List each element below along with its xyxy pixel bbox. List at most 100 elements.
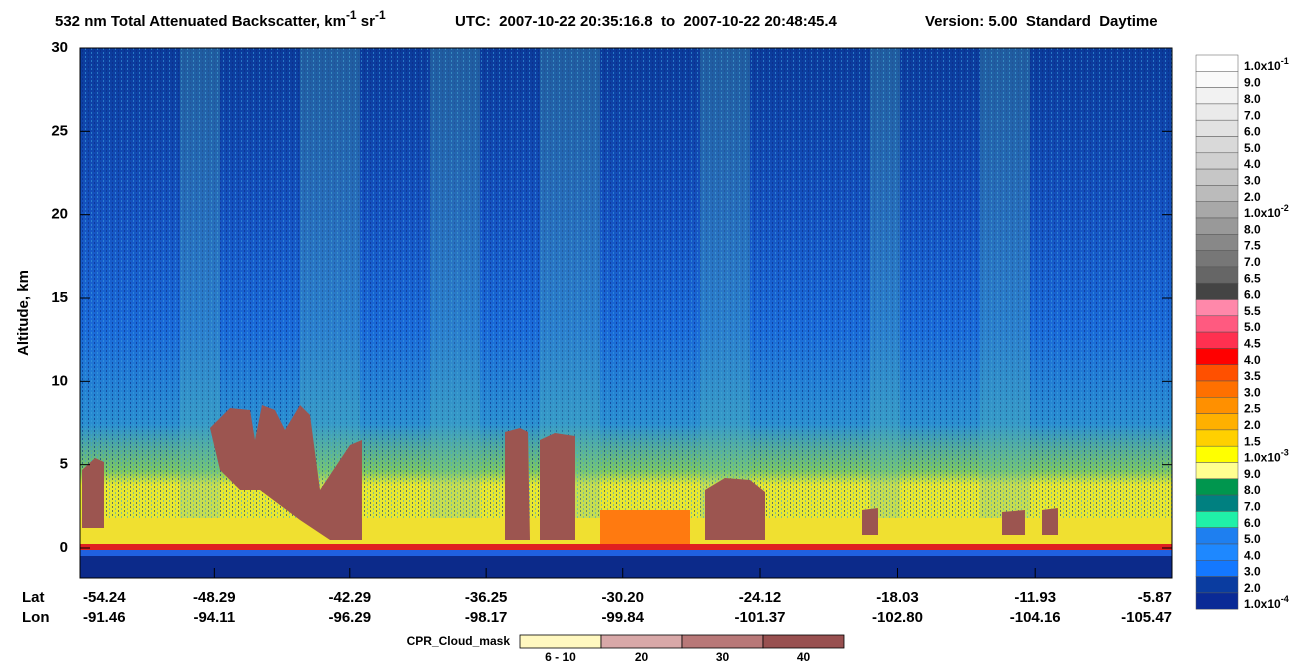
colorbar-label: 9.0 [1244,76,1261,90]
colorbar-cell [1195,592,1239,610]
colorbar-cell [1195,560,1239,577]
lat-tick-label: -48.29 [193,589,236,606]
colorbar-label: 4.0 [1244,157,1261,171]
lon-tick-label: -98.17 [465,609,508,626]
lat-tick-label: -5.87 [1138,589,1172,606]
colorbar-cell [1195,576,1239,594]
y-tick-label: 15 [51,289,68,306]
colorbar-cell [1195,217,1239,235]
colorbar-label: 7.0 [1244,255,1261,269]
colorbar-cell [1195,331,1239,349]
colorbar-label: 5.5 [1244,304,1261,318]
colorbar-label: 6.0 [1244,288,1261,302]
cpr-box [681,634,764,649]
colorbar-cell [1195,201,1239,219]
colorbar-label: 5.0 [1244,532,1261,546]
plot-background [80,48,1172,578]
colorbar-label: 2.5 [1244,402,1261,416]
colorbar-label: 3.0 [1244,565,1261,579]
colorbar-label: 1.0x10-3 [1244,448,1289,465]
colorbar-cell [1195,87,1239,105]
colorbar-cell [1195,527,1239,545]
colorbar-cell [1195,234,1239,251]
colorbar-label: 7.0 [1244,108,1261,122]
colorbar-label: 8.0 [1244,92,1261,106]
cpr-box-label: 6 - 10 [545,650,576,664]
y-tick-label: 20 [51,206,68,223]
cpr-box-label: 30 [716,650,730,664]
colorbar-label: 8.0 [1244,222,1261,236]
lon-tick-label: -96.29 [329,609,372,626]
colorbar-label-base: 1.0x10 [1244,597,1281,611]
y-axis-label: Altitude, km [15,270,32,356]
colorbar-label: 7.0 [1244,499,1261,513]
lat-tick-label: -18.03 [876,589,919,606]
chart-title: 532 nm Total Attenuated Backscatter, km-… [55,8,386,30]
cpr-box-label: 40 [797,650,811,664]
colorbar-cell [1195,119,1239,137]
colorbar-cell [1195,445,1239,463]
colorbar-label-exp: -4 [1281,595,1289,605]
colorbar-cell [1195,152,1239,170]
colorbar-label: 1.5 [1244,434,1261,448]
lon-tick-label: -91.46 [83,609,126,626]
colorbar-label: 2.0 [1244,190,1261,204]
colorbar-cell [1195,250,1239,268]
lon-tick-label: -105.47 [1121,609,1172,626]
lat-tick-label: -24.12 [739,589,782,606]
colorbar-label: 4.5 [1244,336,1261,350]
cpr-box [600,634,683,649]
colorbar-cell [1195,185,1239,202]
lat-tick-label: -42.29 [329,589,372,606]
lon-tick-label: -101.37 [735,609,786,626]
colorbar-cell [1195,282,1239,300]
colorbar-label-exp: -3 [1281,448,1289,458]
colorbar-label: 6.5 [1244,271,1261,285]
version: Version: 5.00 Standard Daytime [925,13,1158,30]
colorbar-cell [1195,136,1239,154]
colorbar-label: 1.0x10-1 [1244,57,1289,74]
lat-tick-label: -36.25 [465,589,508,606]
lat-tick-label: -54.24 [83,589,126,606]
colorbar-cell [1195,103,1239,121]
lat-tick-label: -30.20 [601,589,644,606]
utc-range: UTC: 2007-10-22 20:35:16.8 to 2007-10-22… [455,13,838,30]
colorbar-label: 9.0 [1244,467,1261,481]
colorbar-label: 4.0 [1244,548,1261,562]
cpr-box [762,634,845,649]
y-tick-label: 5 [60,456,68,473]
colorbar-cell [1195,380,1239,398]
lon-tick-label: -94.11 [193,609,235,626]
lat-tick-label: -11.93 [1014,589,1056,606]
colorbar-cell [1195,543,1239,561]
colorbar-cell [1195,478,1239,496]
colorbar-label: 3.5 [1244,369,1261,383]
colorbar-cell [1195,71,1239,88]
colorbar-cell [1195,299,1239,317]
colorbar-label-base: 1.0x10 [1244,451,1281,465]
cpr-box [519,634,602,649]
colorbar-cell [1195,168,1239,186]
colorbar-label: 5.0 [1244,320,1261,334]
colorbar-cell [1195,54,1239,72]
colorbar-cell [1195,315,1239,333]
y-tick-label: 10 [51,372,68,389]
colorbar-cell [1195,266,1239,284]
lon-tick-label: -99.84 [601,609,644,626]
colorbar-label-exp: -2 [1281,203,1289,213]
colorbar-cell [1195,429,1239,447]
y-tick-label: 0 [60,539,68,556]
colorbar-label: 8.0 [1244,483,1261,497]
lon-label: Lon [22,609,50,626]
colorbar-label-base: 1.0x10 [1244,206,1281,220]
lon-tick-label: -102.80 [872,609,923,626]
y-tick-label: 30 [51,39,68,56]
colorbar-cell [1195,413,1239,431]
colorbar-cell [1195,397,1239,414]
colorbar-cell [1195,348,1239,365]
lat-label: Lat [22,589,45,606]
plot-frame [79,47,1173,579]
colorbar-cell [1195,494,1239,512]
colorbar-label: 6.0 [1244,516,1261,530]
